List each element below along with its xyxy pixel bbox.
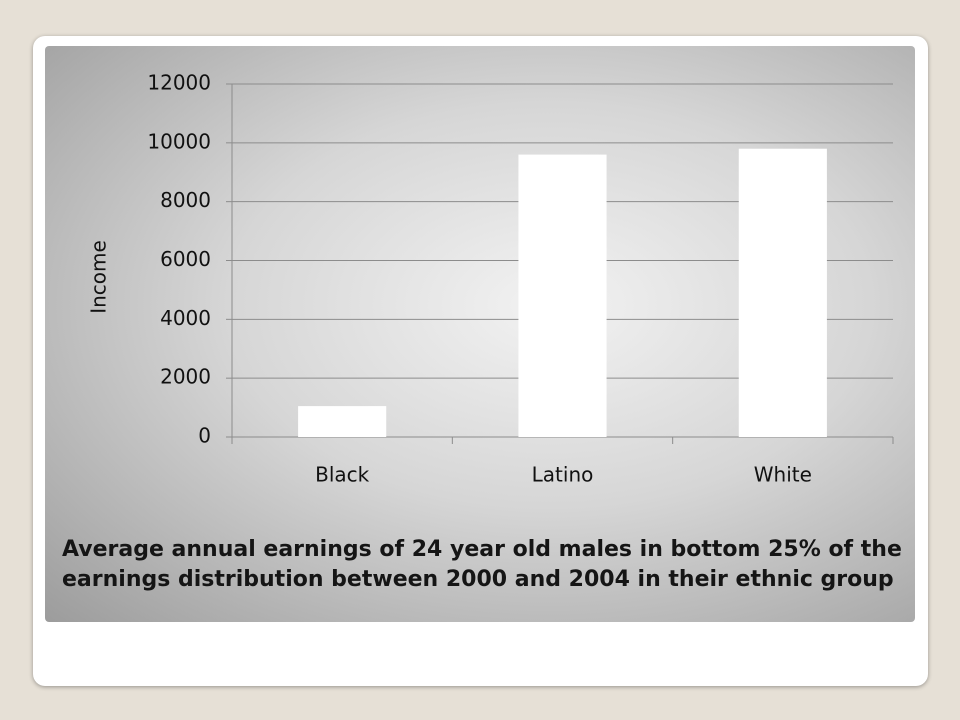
y-tick-label: 8000 [160,188,211,212]
bar [298,406,387,437]
y-tick-label: 10000 [147,129,211,153]
y-tick-label: 2000 [160,365,211,389]
bar [518,154,607,437]
y-axis-label: Income [87,240,111,314]
chart-title: Average annual earnings of 24 year old m… [62,537,902,592]
y-tick-label: 0 [198,424,211,448]
x-tick-label: Black [315,463,370,487]
y-tick-label: 4000 [160,306,211,330]
bar [738,148,827,437]
y-tick-label: 12000 [147,71,211,95]
x-tick-label: Latino [532,463,594,487]
y-tick-label: 6000 [160,247,211,271]
x-tick-label: White [754,463,812,487]
